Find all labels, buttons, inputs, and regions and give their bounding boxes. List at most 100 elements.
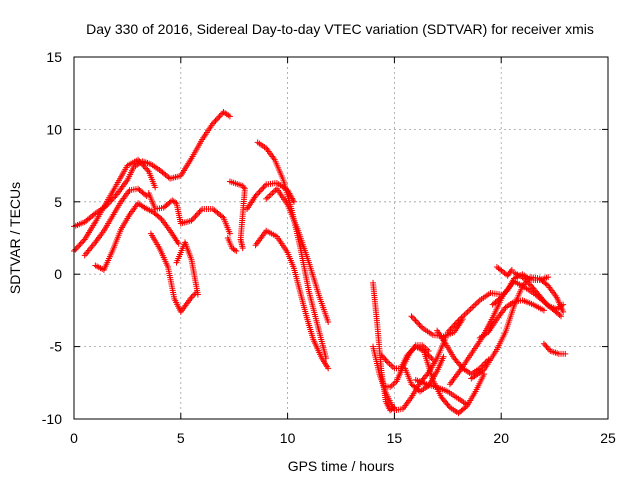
series-arc-9: [244, 179, 298, 213]
data-point: [412, 317, 419, 324]
data-point: [525, 279, 532, 286]
data-point: [267, 191, 274, 198]
data-point: [409, 314, 416, 321]
data-point: [469, 304, 476, 311]
data-point: [451, 321, 458, 328]
x-tick-label: 25: [600, 430, 616, 446]
data-point: [464, 308, 471, 315]
data-point: [80, 237, 87, 244]
data-point: [411, 316, 418, 323]
chart-title: Day 330 of 2016, Sidereal Day-to-day VTE…: [86, 21, 594, 37]
data-point: [466, 307, 473, 314]
data-point: [499, 292, 506, 299]
series-arc-28: [540, 340, 569, 357]
data-point: [79, 239, 86, 246]
data-point: [520, 281, 527, 288]
data-point: [194, 291, 201, 298]
data-point: [109, 195, 116, 202]
series-arc-18: [421, 349, 488, 417]
data-point: [257, 187, 264, 194]
x-tick-label: 20: [493, 430, 509, 446]
data-point: [193, 211, 200, 218]
data-point: [445, 402, 452, 409]
series-arc-11: [252, 227, 332, 372]
series-arc-7: [173, 239, 201, 298]
data-point: [519, 282, 526, 289]
data-point: [231, 247, 238, 254]
data-point: [383, 358, 390, 365]
data-point: [523, 278, 530, 285]
series-arc-20: [412, 376, 471, 408]
data-point: [325, 365, 332, 372]
data-point: [560, 308, 567, 315]
data-point: [544, 345, 551, 352]
data-point: [519, 274, 526, 281]
data-point: [140, 162, 147, 169]
data-point: [264, 194, 271, 201]
data-point: [463, 310, 470, 317]
data-point: [446, 327, 453, 334]
data-point: [217, 111, 224, 118]
data-point: [496, 295, 503, 302]
series-arc-21: [408, 313, 466, 340]
data-point: [239, 245, 246, 252]
data-point: [216, 113, 223, 120]
data-point: [139, 161, 146, 168]
data-point: [226, 230, 233, 237]
data-point: [263, 195, 270, 202]
data-point: [269, 190, 276, 197]
series-dots-2: [493, 263, 515, 279]
data-point: [454, 318, 461, 325]
data-point: [478, 363, 485, 370]
data-point: [175, 240, 182, 247]
data-point: [112, 193, 119, 200]
series-arc-16: [380, 342, 432, 391]
data-point: [476, 365, 483, 372]
data-point: [378, 352, 385, 359]
data-point: [522, 276, 529, 283]
data-point: [526, 281, 533, 288]
series-dots-1: [226, 178, 248, 252]
data-point: [143, 165, 150, 172]
data-point: [543, 281, 550, 288]
data-point: [261, 182, 268, 189]
data-point: [137, 159, 144, 166]
data-point: [76, 242, 83, 249]
x-tick-label: 15: [387, 430, 403, 446]
data-point: [233, 248, 240, 255]
data-point: [189, 292, 196, 299]
plot-frame: [73, 56, 609, 420]
data-point: [73, 245, 80, 252]
data-point: [503, 288, 510, 295]
data-point: [212, 117, 219, 124]
data-point: [508, 266, 515, 273]
data-point: [144, 166, 151, 173]
data-point: [558, 313, 565, 320]
data-point: [408, 313, 415, 320]
data-point: [75, 243, 82, 250]
data-point: [209, 120, 216, 127]
data-point: [192, 213, 199, 220]
data-point: [195, 210, 202, 217]
series-arc-22: [444, 290, 505, 336]
data-point: [470, 303, 477, 310]
data-point: [260, 184, 267, 191]
data-point: [560, 301, 567, 308]
y-tick-label: 10: [46, 121, 62, 137]
data-point: [473, 300, 480, 307]
data-point: [500, 291, 507, 298]
data-point: [448, 324, 455, 331]
x-axis-label: GPS time / hours: [288, 458, 395, 474]
data-point: [252, 193, 259, 200]
data-point: [542, 342, 549, 349]
data-point: [189, 216, 196, 223]
series-arc-10: [254, 139, 330, 362]
data-point: [444, 329, 451, 336]
data-point: [475, 298, 482, 305]
data-point: [188, 217, 195, 224]
data-point: [545, 274, 552, 281]
data-point: [135, 156, 142, 163]
data-point: [256, 188, 263, 195]
data-point: [77, 240, 84, 247]
data-point: [191, 214, 198, 221]
